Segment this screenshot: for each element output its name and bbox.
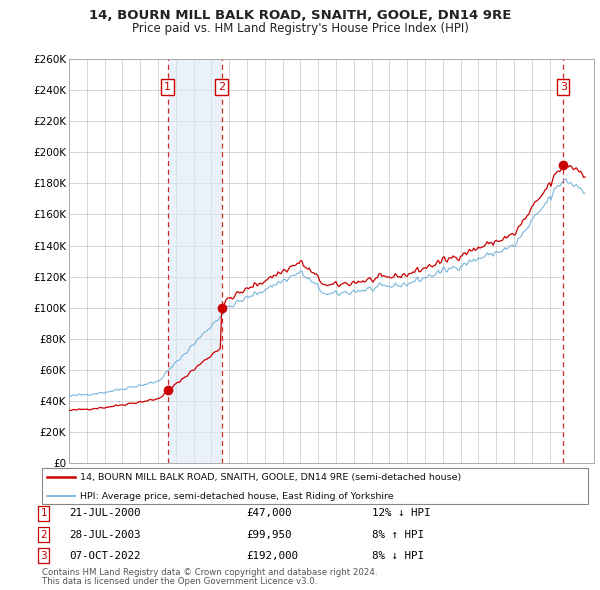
Text: 12% ↓ HPI: 12% ↓ HPI [372, 509, 431, 518]
Text: 2: 2 [40, 530, 47, 539]
Text: This data is licensed under the Open Government Licence v3.0.: This data is licensed under the Open Gov… [42, 578, 317, 586]
Text: 3: 3 [560, 82, 567, 92]
Text: £192,000: £192,000 [246, 551, 298, 560]
Text: 07-OCT-2022: 07-OCT-2022 [69, 551, 140, 560]
Text: HPI: Average price, semi-detached house, East Riding of Yorkshire: HPI: Average price, semi-detached house,… [80, 492, 394, 501]
Text: 1: 1 [164, 82, 171, 92]
Text: £47,000: £47,000 [246, 509, 292, 518]
Bar [563, 59, 594, 463]
Text: 8% ↓ HPI: 8% ↓ HPI [372, 551, 424, 560]
Bar [168, 59, 221, 463]
Text: 28-JUL-2003: 28-JUL-2003 [69, 530, 140, 539]
Text: Price paid vs. HM Land Registry's House Price Index (HPI): Price paid vs. HM Land Registry's House … [131, 22, 469, 35]
Text: £99,950: £99,950 [246, 530, 292, 539]
Text: 21-JUL-2000: 21-JUL-2000 [69, 509, 140, 518]
Text: 14, BOURN MILL BALK ROAD, SNAITH, GOOLE, DN14 9RE: 14, BOURN MILL BALK ROAD, SNAITH, GOOLE,… [89, 9, 511, 22]
Text: Contains HM Land Registry data © Crown copyright and database right 2024.: Contains HM Land Registry data © Crown c… [42, 568, 377, 577]
Text: 2: 2 [218, 82, 225, 92]
FancyBboxPatch shape [42, 468, 588, 504]
Text: 3: 3 [40, 551, 47, 560]
Text: 14, BOURN MILL BALK ROAD, SNAITH, GOOLE, DN14 9RE (semi-detached house): 14, BOURN MILL BALK ROAD, SNAITH, GOOLE,… [80, 473, 461, 481]
Text: 1: 1 [40, 509, 47, 518]
Text: 8% ↑ HPI: 8% ↑ HPI [372, 530, 424, 539]
